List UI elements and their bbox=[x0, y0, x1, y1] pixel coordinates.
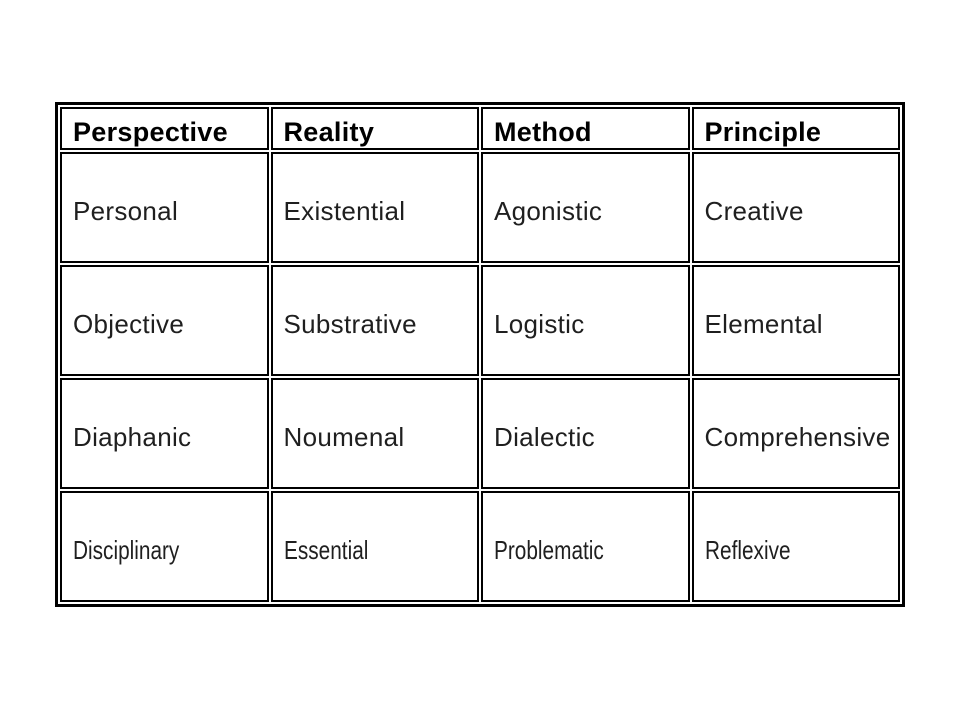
table-cell: Comprehensive bbox=[691, 378, 900, 489]
table-cell: Logistic bbox=[481, 265, 690, 376]
cell-text: Objective bbox=[73, 309, 185, 339]
header-row: Perspective Reality Method Principle bbox=[60, 107, 900, 150]
cell-text: Personal bbox=[73, 196, 179, 226]
column-header-perspective: Perspective bbox=[60, 107, 269, 150]
cell-text: Essential bbox=[283, 535, 368, 565]
matrix-table: Perspective Reality Method Principle Per… bbox=[55, 102, 905, 607]
table-cell: Disciplinary bbox=[60, 491, 269, 602]
column-header-reality: Reality bbox=[270, 107, 479, 150]
table-cell: Objective bbox=[60, 265, 269, 376]
table-row: Diaphanic Noumenal Dialectic Comprehensi… bbox=[60, 378, 900, 489]
cell-text: Problematic bbox=[494, 535, 604, 565]
cell-text: Elemental bbox=[704, 309, 823, 339]
column-header-label: Method bbox=[494, 117, 592, 147]
cell-text: Noumenal bbox=[283, 422, 405, 452]
cell-text: Reflexive bbox=[704, 535, 791, 565]
table-row: Disciplinary Essential Problematic Refle… bbox=[60, 491, 900, 602]
cell-text: Logistic bbox=[494, 309, 585, 339]
column-header-label: Principle bbox=[704, 117, 822, 147]
cell-text: Agonistic bbox=[494, 196, 603, 226]
table-row: Personal Existential Agonistic Creative bbox=[60, 152, 900, 263]
cell-text: Creative bbox=[704, 196, 804, 226]
table-row: Objective Substrative Logistic Elemental bbox=[60, 265, 900, 376]
table-cell: Essential bbox=[270, 491, 479, 602]
table-cell: Diaphanic bbox=[60, 378, 269, 489]
table-cell: Elemental bbox=[691, 265, 900, 376]
table-cell: Dialectic bbox=[481, 378, 690, 489]
cell-text: Disciplinary bbox=[73, 535, 180, 565]
column-header-method: Method bbox=[481, 107, 690, 150]
cell-text: Diaphanic bbox=[73, 422, 192, 452]
cell-text: Substrative bbox=[283, 309, 417, 339]
table-cell: Noumenal bbox=[270, 378, 479, 489]
column-header-label: Perspective bbox=[73, 117, 228, 147]
table-cell: Existential bbox=[270, 152, 479, 263]
table-cell: Reflexive bbox=[691, 491, 900, 602]
cell-text: Existential bbox=[283, 196, 406, 226]
cell-text: Comprehensive bbox=[704, 422, 891, 452]
column-header-label: Reality bbox=[283, 117, 375, 147]
cell-text: Dialectic bbox=[494, 422, 595, 452]
table-cell: Substrative bbox=[270, 265, 479, 376]
table-cell: Problematic bbox=[481, 491, 690, 602]
column-header-principle: Principle bbox=[691, 107, 900, 150]
table-cell: Creative bbox=[691, 152, 900, 263]
table-cell: Personal bbox=[60, 152, 269, 263]
table-cell: Agonistic bbox=[481, 152, 690, 263]
